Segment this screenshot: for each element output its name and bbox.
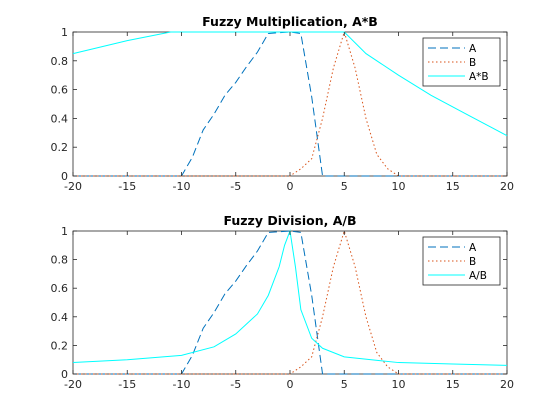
series-layer: [72, 229, 508, 375]
x-tick-label: -15: [118, 180, 136, 193]
series-line-ab: [72, 229, 508, 366]
chart-multiplication: -20 -15 -10 -5 0 5 10 15 20 0 0.2 0.4 0.6 0.8 1 Fuzzy …: [51, 14, 515, 193]
x-tick-label: 0: [287, 378, 294, 391]
legend-label: A: [469, 242, 477, 254]
legend-label: A*B: [469, 71, 489, 83]
y-tick-label: 0.4: [51, 112, 69, 125]
legend-label: A: [469, 43, 477, 55]
y-tick-label: 0.8: [51, 55, 69, 68]
chart-title: Fuzzy Division, A/B: [223, 213, 356, 228]
chart-title: Fuzzy Multiplication, A*B: [202, 14, 378, 29]
y-tick-label: 0.2: [51, 339, 69, 352]
x-tick-label: -10: [173, 378, 191, 391]
y-tick-label: 0.8: [51, 254, 69, 267]
legend-label: B: [469, 57, 476, 69]
series-line-b: [73, 30, 507, 177]
tick-layer: -20 -15 -10 -5 0 5 10 15 20 0 0.2 0.4 0.6 0.8 1: [51, 26, 515, 193]
y-tick-label: 0.4: [51, 311, 69, 324]
legend: AB A*B: [422, 37, 501, 87]
y-tick-label: 0.2: [51, 141, 69, 154]
legend-label: A/B: [469, 270, 487, 282]
x-tick-label: 5: [341, 378, 348, 391]
x-tick-label: 15: [446, 180, 460, 193]
x-tick-label: -15: [118, 378, 136, 391]
x-tick-label: -10: [173, 180, 191, 193]
y-tick-label: 0.6: [51, 84, 69, 97]
y-tick-label: 0.6: [51, 282, 69, 295]
y-tick-label: 0: [61, 170, 68, 183]
x-tick-label: 0: [287, 180, 294, 193]
y-tick-label: 0: [61, 368, 68, 381]
chart-division: -20 -15 -10 -5 0 5 10 15 20 0 0.2 0.4 0.6 0.8 1 Fuzzy …: [51, 213, 515, 391]
x-tick-label: -20: [64, 378, 82, 391]
series-line-a: [73, 230, 507, 375]
x-tick-label: 5: [341, 180, 348, 193]
tick-layer: -20 -15 -10 -5 0 5 10 15 20 0 0.2 0.4 0.6 0.8 1: [51, 225, 515, 391]
x-tick-label: 20: [500, 180, 514, 193]
x-tick-label: 10: [392, 180, 406, 193]
legend-label: B: [469, 256, 476, 268]
x-tick-label: 15: [446, 378, 460, 391]
y-tick-label: 1: [61, 26, 68, 39]
series-line-a: [73, 31, 507, 177]
x-tick-label: 20: [500, 378, 514, 391]
x-tick-label: 10: [392, 378, 406, 391]
x-tick-label: -5: [230, 180, 241, 193]
series-line-ab: [72, 31, 508, 137]
legend: AB A/B: [422, 236, 501, 286]
x-tick-label: -20: [64, 180, 82, 193]
x-tick-label: -5: [230, 378, 241, 391]
y-tick-label: 1: [61, 225, 68, 238]
series-layer: [72, 30, 508, 177]
